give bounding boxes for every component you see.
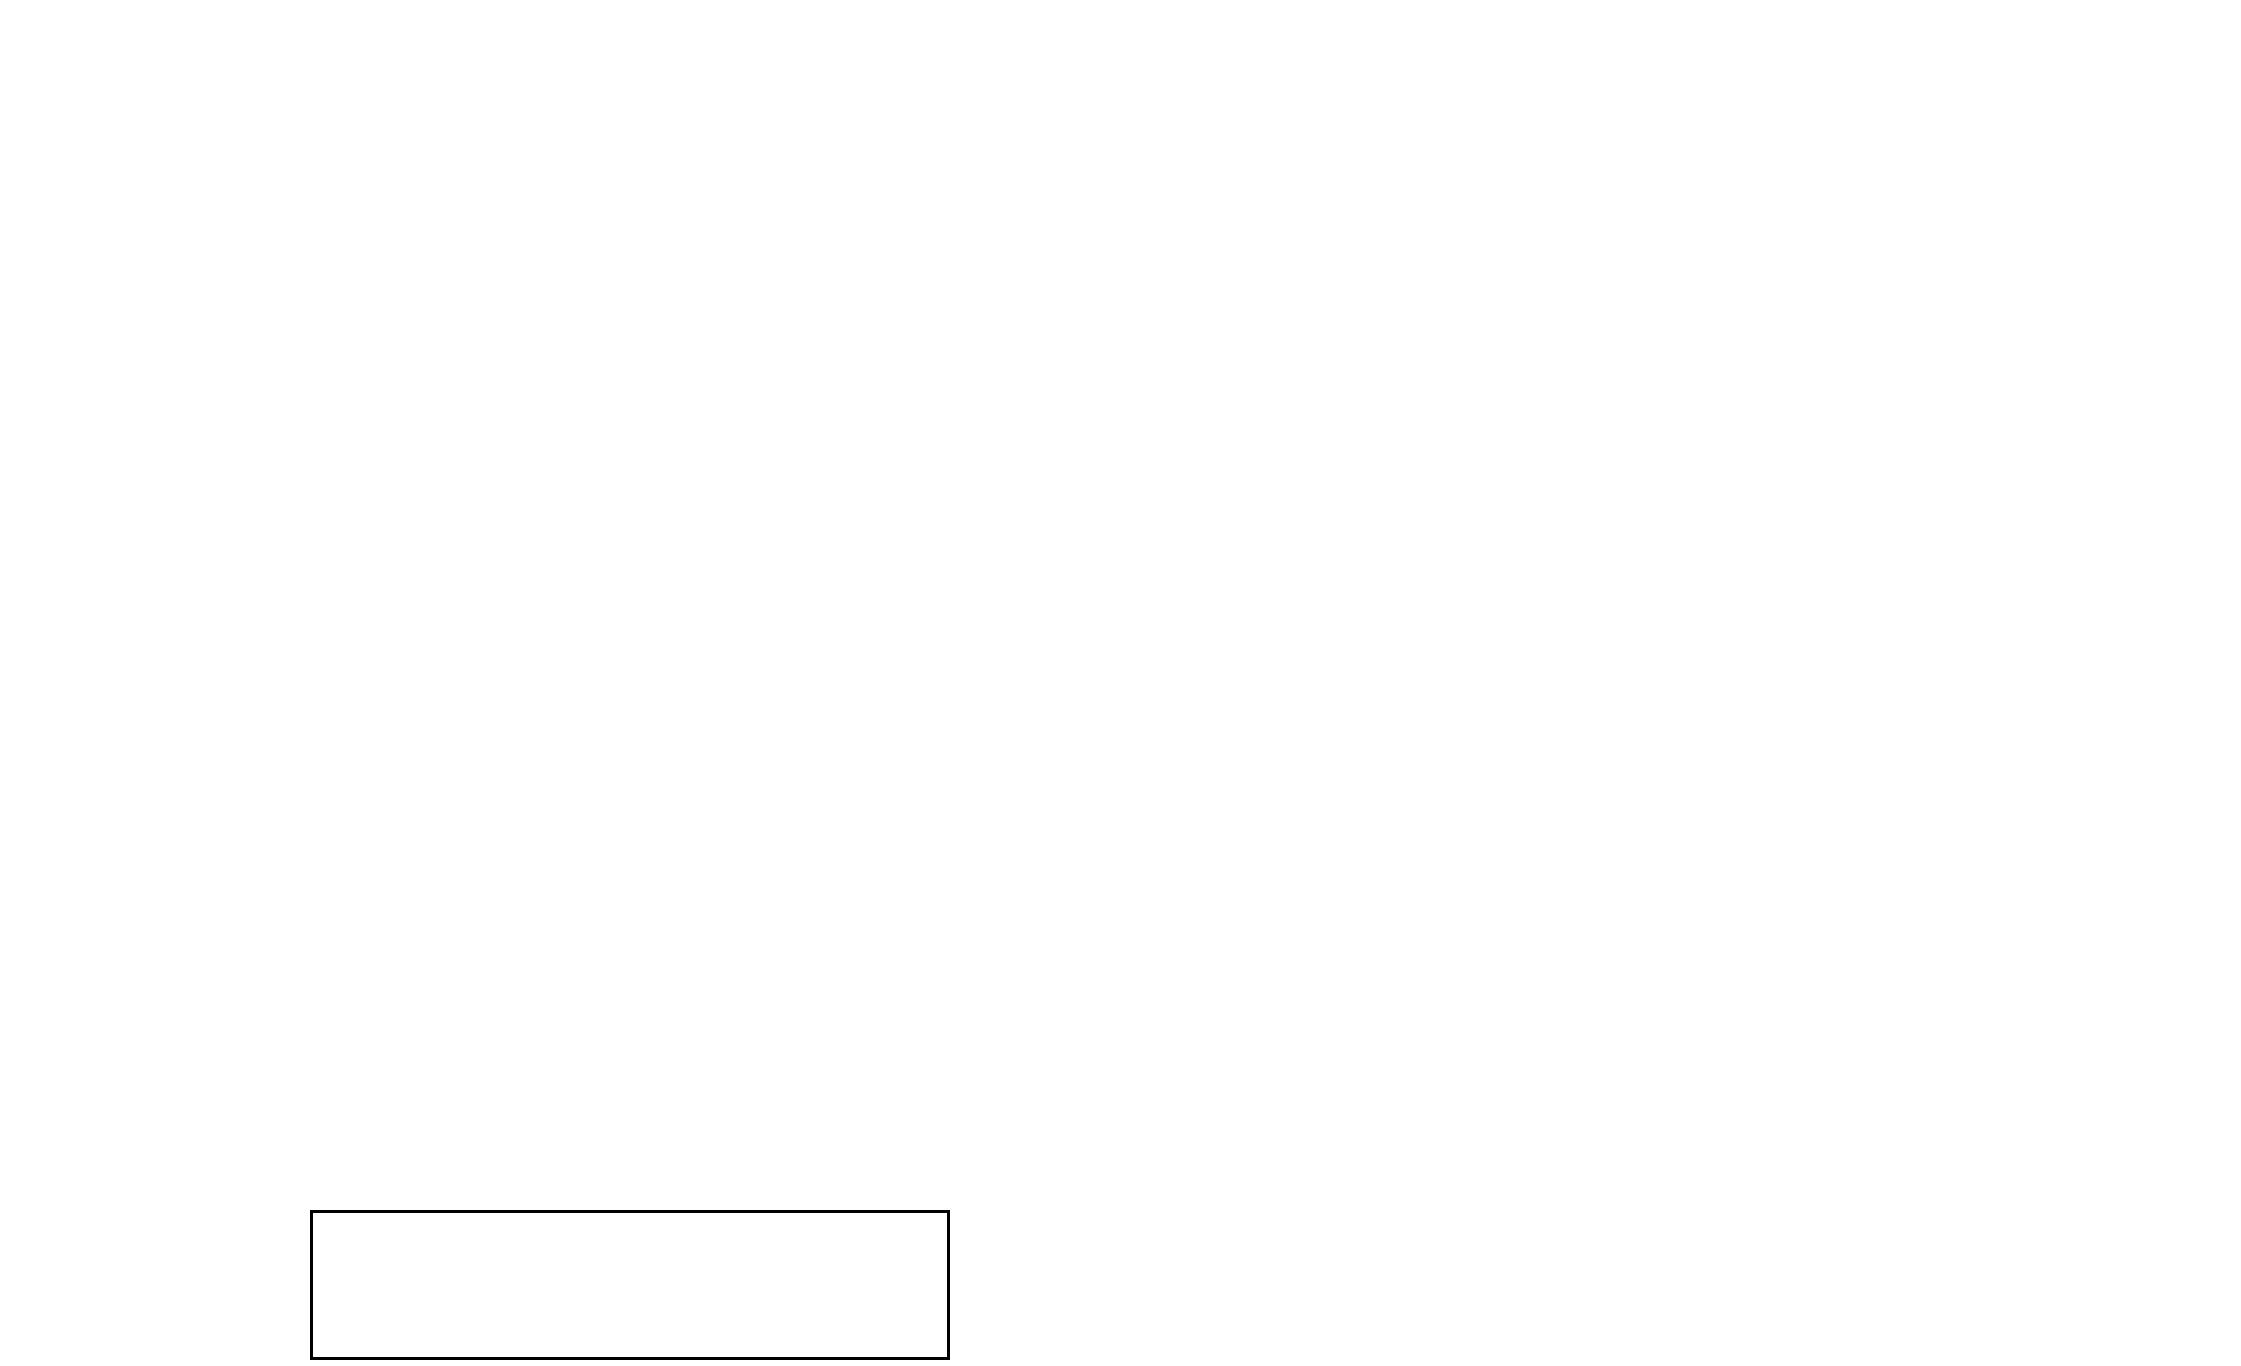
hist-line-sample <box>321 1244 433 1254</box>
legend <box>310 1210 950 1360</box>
aqua-line-sample <box>321 1316 433 1326</box>
legend-item-aqua <box>313 1285 947 1357</box>
legend-item-hist <box>313 1213 947 1285</box>
